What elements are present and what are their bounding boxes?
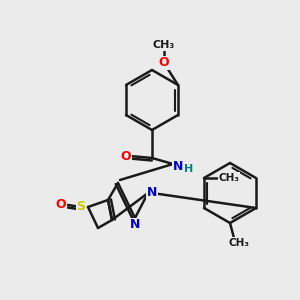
Text: N: N [147,187,157,200]
Text: O: O [56,197,66,211]
Text: H: H [184,164,194,174]
Text: O: O [121,149,131,163]
Text: CH₃: CH₃ [218,173,239,183]
Text: CH₃: CH₃ [229,238,250,248]
Text: S: S [76,200,85,214]
Text: N: N [130,218,140,232]
Text: CH₃: CH₃ [153,40,175,50]
Text: O: O [159,56,169,70]
Text: N: N [173,160,183,172]
